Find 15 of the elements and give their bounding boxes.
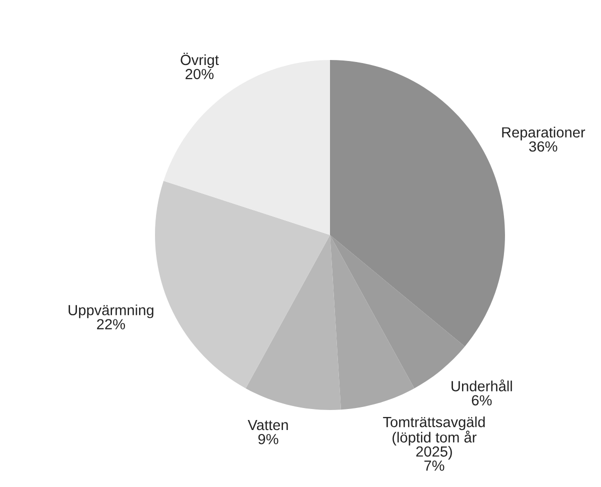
pie-slice xyxy=(155,180,330,388)
pie-slice xyxy=(246,235,341,410)
pie-slice xyxy=(330,235,414,410)
data-label: 20% xyxy=(186,68,214,80)
data-label: 36% xyxy=(529,141,558,152)
data-label: 7% xyxy=(424,460,444,471)
slice-label: Reparationer xyxy=(502,126,586,140)
slice-label: Övrigt xyxy=(180,52,219,68)
slice-label: Tomträttsavgäld (löptid tom år 2025) xyxy=(383,416,485,460)
slice-label: Underhåll xyxy=(452,379,512,392)
slice-label: Vatten xyxy=(248,420,288,430)
data-label: 22% xyxy=(97,319,125,330)
data-label: 9% xyxy=(258,434,278,444)
data-label: 6% xyxy=(472,395,492,406)
slice-label: Uppvärmning xyxy=(68,304,154,318)
